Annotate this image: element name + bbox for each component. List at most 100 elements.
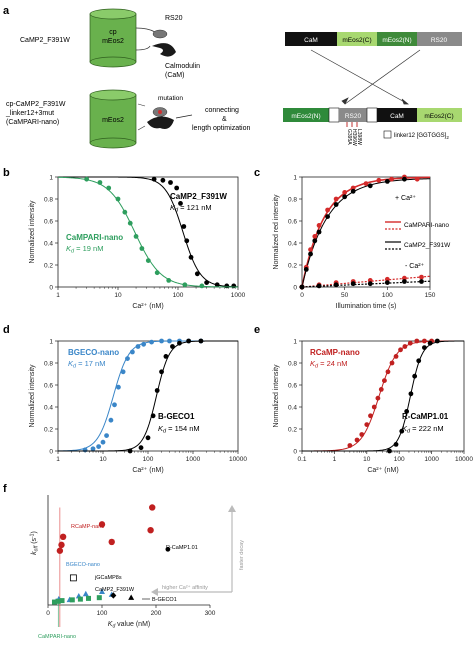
- chart-c: 0 50 100 150 0 0.2 0.4 0.6 0.8 1 Illumination time…: [273, 174, 451, 310]
- data-point-camp2-f391w: [194, 271, 200, 277]
- x-axis-label: Kd value (nM): [108, 621, 150, 630]
- data-point-rcamp-nano: [359, 432, 365, 437]
- x-tick-label: 1: [56, 292, 60, 299]
- data-point-r-camp1-01: [434, 338, 440, 344]
- data-point-rcamp-nano: [378, 387, 384, 392]
- data-point-r-camp1-01: [427, 340, 433, 346]
- x-tick-label: 150: [425, 292, 436, 299]
- mutation-marker: [158, 110, 162, 114]
- y-tick-label: 0.6: [44, 382, 53, 389]
- construct1-barrel-label1: cp: [109, 29, 117, 36]
- data-point-b-geco1: [177, 340, 182, 346]
- linker-legend: linker12 [GGTGGS]2: [394, 133, 449, 140]
- x-tick-label: 10000: [229, 456, 247, 463]
- data-point-camp2-minus: [333, 282, 339, 288]
- y-tick-label: 1: [49, 338, 53, 345]
- bar-bottom-rs20: RS20: [345, 113, 362, 120]
- data-point-rcamp-nano: [422, 338, 427, 344]
- data-point-campari-nano: [133, 234, 139, 239]
- data-point-campari-nano-plus: [363, 181, 369, 187]
- x-tick-label: 100: [97, 610, 108, 617]
- annotation-higher-affinity: higher Ca²⁺ affinity: [162, 584, 208, 591]
- label-jgcamp8s: jGCaMP8s: [94, 575, 122, 581]
- data-point-bgeco-nano: [90, 446, 96, 452]
- annotation-campari-nano: CaMPARI-nano: [66, 233, 123, 242]
- data-point-campari-nano-plus: [389, 176, 394, 182]
- x-axis-label: Illumination time (s): [336, 303, 397, 310]
- y-tick-label: 0.6: [44, 218, 53, 225]
- y-tick-label: 0.4: [288, 404, 297, 411]
- label-r-camp1-01: R-CaMP1.01: [166, 545, 198, 551]
- construct1-calmodulin-shape: [152, 43, 176, 57]
- y-tick-label: 0.2: [44, 426, 53, 433]
- y-tick-label: 0.8: [288, 360, 297, 367]
- data-point-camp2-f391w: [151, 176, 157, 182]
- data-point-campari-nano-minus: [384, 276, 390, 282]
- data-point-campari-nano-plus: [376, 177, 382, 183]
- data-point-campari-nano: [199, 283, 205, 289]
- data-point-r-camp1-01: [165, 546, 171, 552]
- mutation-label: mutation: [158, 95, 183, 102]
- annotation-bgeco-nano: BGECO-nano: [68, 348, 119, 357]
- y-tick-label: 0.6: [288, 218, 297, 225]
- data-point-camp2-plus: [312, 238, 318, 244]
- annotation-camp2-f391w: CaMP2_F391W: [170, 192, 227, 201]
- data-point-bgeco-nano: [112, 402, 117, 408]
- data-point-bgeco-nano: [82, 447, 88, 453]
- y-tick-label: 0: [293, 284, 297, 291]
- chart-f: 0 100 200 300 koff (s-1) Kd value (nM) RCaMP-n…: [30, 495, 245, 640]
- mutation-g395a: G395A: [346, 129, 352, 145]
- panel-a: a CaMP2_F391W cp mEos2 RS20 Calmodulin (…: [3, 5, 462, 149]
- data-point-rcamp-nano: [375, 395, 381, 401]
- construct1-calmodulin1: Calmodulin: [165, 63, 200, 70]
- data-point-bgeco-nano: [167, 338, 172, 344]
- data-point-campari-nano: [166, 278, 172, 283]
- data-point-rcamp-nano: [371, 404, 377, 410]
- y-tick-label: 0.8: [288, 196, 297, 203]
- annotation-faster-decay: faster decay: [239, 540, 245, 570]
- annotation-plus-ca: + Ca²⁺: [395, 195, 416, 202]
- data-point-r-camp1-01: [408, 391, 414, 397]
- x-tick-label: 0: [300, 292, 304, 299]
- x-tick-label: 200: [151, 610, 162, 617]
- construct2-name-line1: cp-CaMP2_F391W: [6, 101, 66, 108]
- construct2-name-line2: _linker12+3mut: [5, 110, 54, 117]
- y-tick-label: 1: [293, 338, 297, 345]
- chart-b: 1 10 100 1000 0 0.2 0.4 0.6 0.8 1 Ca²⁺ (nM) Normali…: [29, 174, 246, 310]
- data-point-camp2-f391w: [204, 280, 210, 285]
- data-point-camp2-plus: [402, 176, 407, 182]
- data-point-camp2-minus: [402, 279, 407, 284]
- x-axis-label: Ca²⁺ (nM): [367, 467, 398, 474]
- data-point-campari-nano: [96, 595, 102, 601]
- data-point-camp2-plus: [342, 194, 348, 200]
- label-campari-nano: CaMPARI-nano: [38, 634, 76, 640]
- label-bgeco-nano: BGECO-nano: [66, 562, 100, 568]
- x-axis-label: Ca²⁺ (nM): [132, 303, 163, 310]
- x-tick-label: 10: [363, 456, 371, 463]
- y-axis-label: Normalized intensity: [29, 364, 36, 428]
- annotation-bgeco-nano-kd: Kd = 17 nM: [68, 359, 105, 370]
- connecting-line1: connecting: [205, 107, 239, 114]
- x-axis-label: Ca²⁺ (nM): [132, 467, 163, 474]
- fit-curve-rcamp-nano: [302, 340, 464, 452]
- data-point-rcamp-nano: [347, 443, 353, 448]
- data-point-camp2-f391w: [231, 283, 237, 289]
- data-point-campari-nano: [69, 597, 75, 603]
- data-point-rcamp-nano: [385, 369, 391, 375]
- x-tick-label: 1000: [186, 456, 201, 463]
- panel-d-label: d: [3, 324, 10, 336]
- data-point-campari-nano-minus: [402, 275, 407, 281]
- data-point-jgcamp8s: [69, 574, 77, 582]
- y-tick-label: 0.2: [288, 262, 297, 269]
- data-point-b-geco1: [163, 354, 169, 359]
- data-point-camp2-plus: [384, 179, 390, 184]
- data-point-bgeco-nano: [104, 433, 109, 438]
- data-point-campari-nano: [145, 258, 151, 263]
- data-point-camp2-f391w: [184, 238, 190, 244]
- data-point-rcamp-nano: [368, 413, 373, 419]
- data-point-campari-nano-plus: [333, 196, 339, 202]
- data-point-rcamp-nano: [147, 527, 154, 534]
- panel-b-label: b: [3, 167, 10, 179]
- data-point-rcamp-nano: [398, 347, 403, 353]
- data-point-rcamp-nano: [98, 521, 106, 528]
